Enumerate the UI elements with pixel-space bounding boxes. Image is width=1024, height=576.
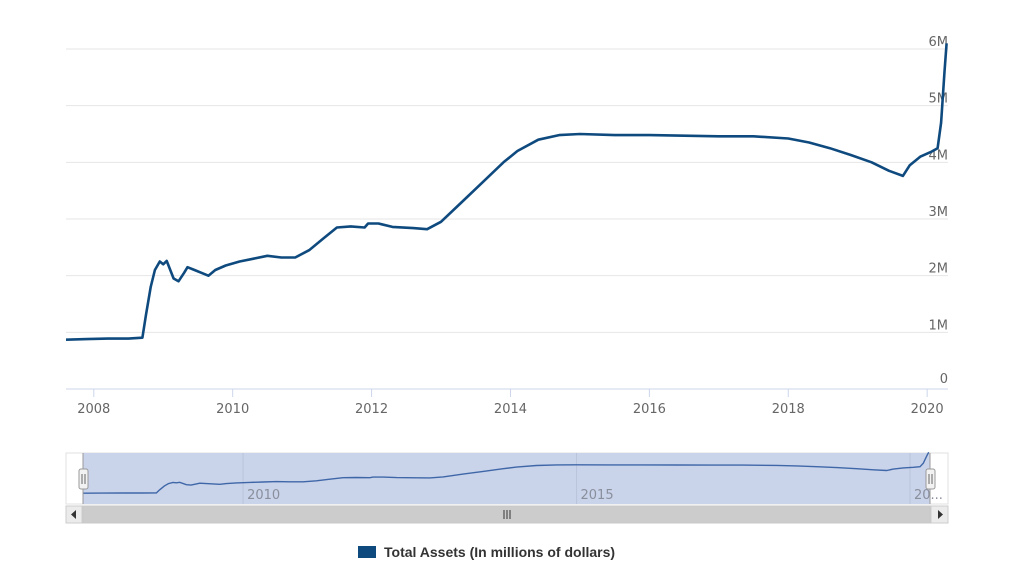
x-tick-label: 2014 [494, 402, 527, 417]
x-tick-label: 2020 [911, 402, 944, 417]
navigator-tick-label: 2010 [247, 488, 280, 503]
navigator-tick-label: 2015 [581, 488, 614, 503]
navigator-left-handle[interactable] [78, 453, 89, 504]
y-tick-label: 0 [940, 372, 948, 387]
x-tick-label: 2018 [772, 402, 805, 417]
y-axis: 0 1M 2M 3M 4M 5M 6M [929, 35, 949, 387]
x-axis: 2008 2010 2012 2014 2016 2018 2020 [77, 389, 944, 417]
y-tick-label: 3M [929, 205, 949, 220]
y-tick-label: 1M [929, 318, 949, 333]
x-tick-label: 2012 [355, 402, 388, 417]
y-tick-label: 5M [929, 92, 949, 107]
navigator[interactable]: 2010 2015 20... [65, 451, 949, 505]
navigator-handle-grip[interactable] [78, 468, 89, 490]
x-tick-label: 2010 [216, 402, 249, 417]
navigator-grid: 2010 2015 20... [242, 453, 943, 504]
navigator-right-handle[interactable] [925, 453, 936, 504]
arrow-left-icon[interactable] [71, 510, 76, 519]
series-line[interactable] [65, 43, 948, 341]
y-tick-label: 6M [929, 35, 949, 50]
navigator-series-line [82, 451, 930, 494]
y-tick-label: 2M [929, 262, 949, 277]
grid-lines [66, 48, 948, 333]
navigator-handle-grip[interactable] [925, 468, 936, 490]
legend-item[interactable]: Total Assets (In millions of dollars) [358, 544, 615, 560]
x-tick-label: 2008 [77, 402, 110, 417]
y-tick-label: 4M [929, 148, 949, 163]
legend-swatch [358, 546, 376, 558]
scrollbar-grip-icon[interactable] [503, 510, 511, 519]
navigator-selected-range[interactable] [83, 453, 930, 504]
scrollbar[interactable] [65, 505, 949, 524]
legend-label: Total Assets (In millions of dollars) [384, 544, 616, 560]
x-tick-label: 2016 [633, 402, 666, 417]
arrow-right-icon[interactable] [938, 510, 943, 519]
navigator-tick-label: 20... [914, 488, 943, 503]
